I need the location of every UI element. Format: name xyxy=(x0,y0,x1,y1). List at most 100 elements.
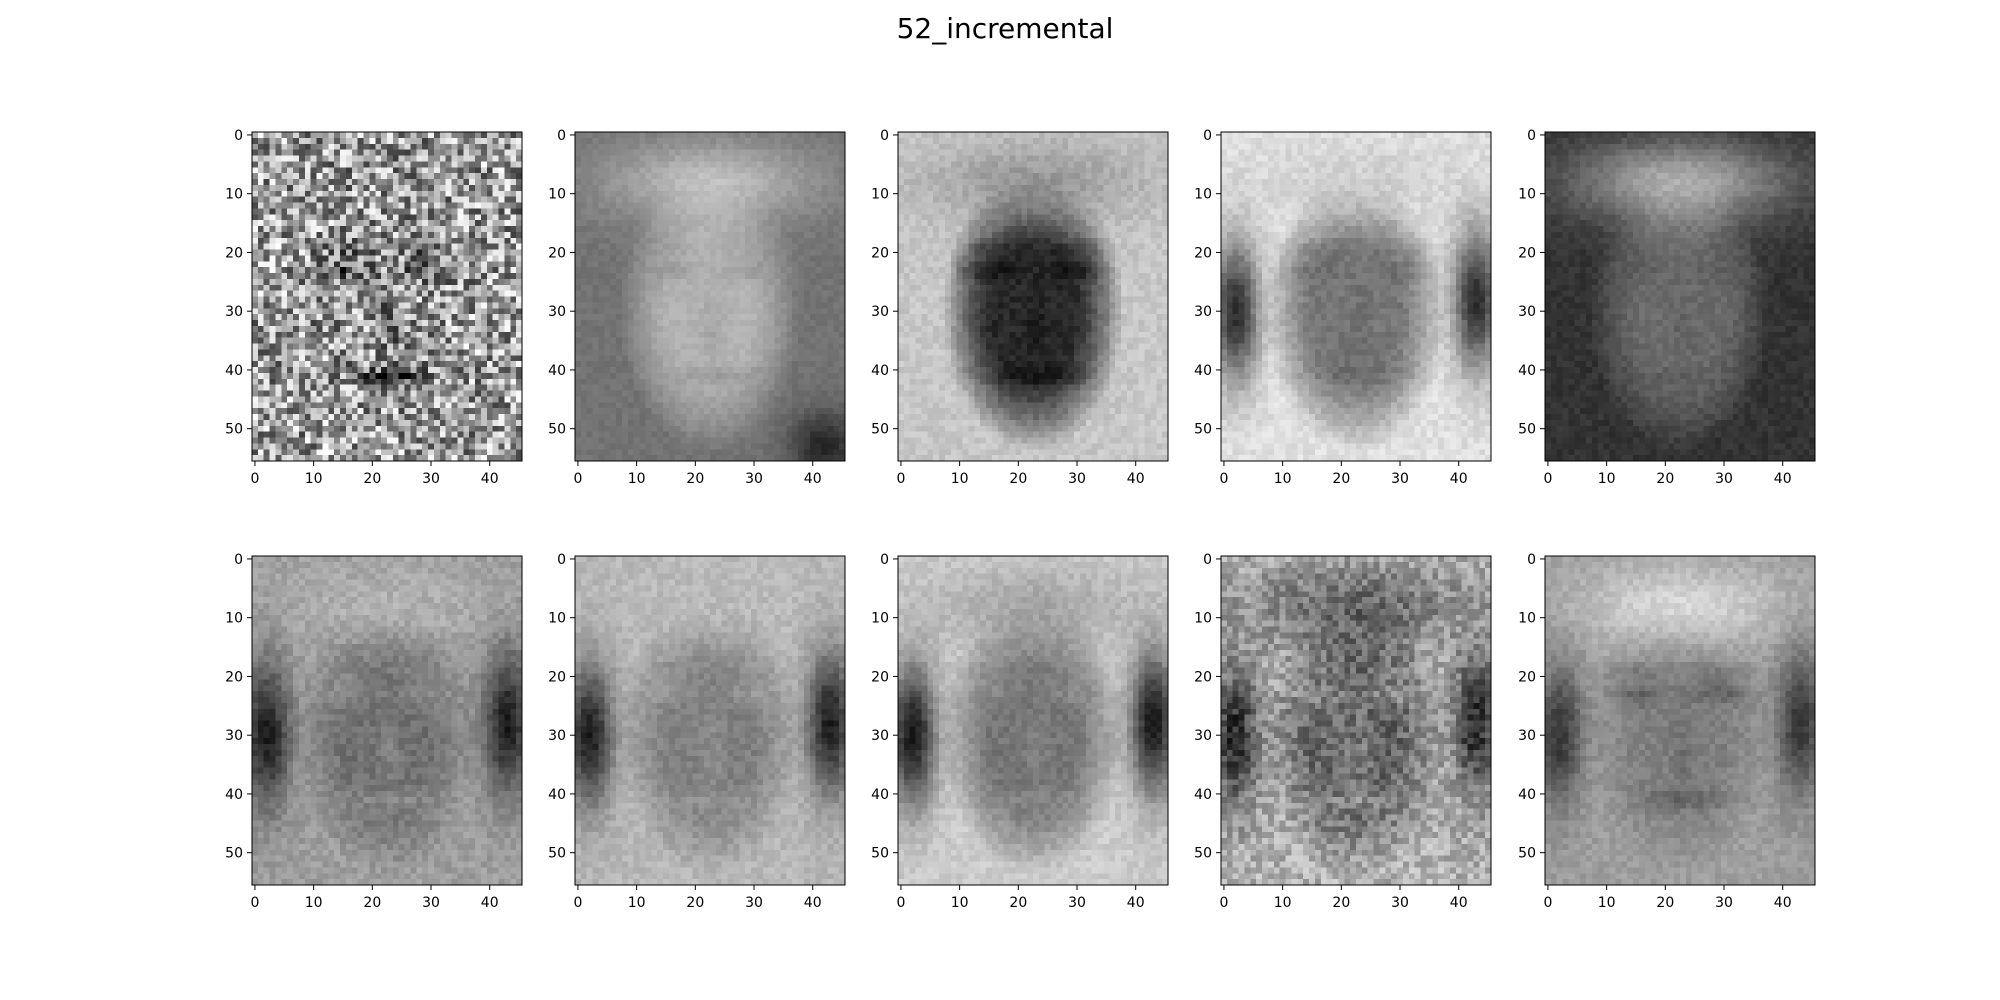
x-tick-label: 0 xyxy=(1543,471,1552,487)
x-tick-label: 30 xyxy=(1068,471,1086,487)
y-tick-label: 10 xyxy=(548,611,566,627)
y-tick-label: 0 xyxy=(234,552,243,568)
x-tick-label: 0 xyxy=(250,471,259,487)
x-tick-label: 40 xyxy=(1774,471,1792,487)
y-tick-label: 30 xyxy=(225,304,243,320)
y-tick-label: 50 xyxy=(871,422,889,438)
y-tick-label: 0 xyxy=(557,128,566,144)
y-tick-label: 50 xyxy=(225,422,243,438)
x-tick-label: 20 xyxy=(1009,471,1027,487)
x-tick-label: 10 xyxy=(1598,895,1616,911)
y-tick-label: 30 xyxy=(1194,728,1212,744)
x-tick-label: 10 xyxy=(305,895,323,911)
y-tick-label: 20 xyxy=(1518,669,1536,685)
y-tick-label: 20 xyxy=(1194,669,1212,685)
x-tick-label: 40 xyxy=(1450,895,1468,911)
y-tick-label: 50 xyxy=(1518,846,1536,862)
y-tick-label: 10 xyxy=(871,611,889,627)
y-tick-label: 20 xyxy=(225,669,243,685)
x-tick-label: 30 xyxy=(422,895,440,911)
y-tick-label: 20 xyxy=(548,669,566,685)
y-tick-label: 10 xyxy=(225,187,243,203)
x-tick-label: 0 xyxy=(896,471,905,487)
x-tick-label: 0 xyxy=(573,895,582,911)
y-tick-label: 20 xyxy=(548,245,566,261)
x-tick-label: 0 xyxy=(1219,895,1228,911)
y-tick-label: 50 xyxy=(1194,422,1212,438)
x-tick-label: 20 xyxy=(1656,471,1674,487)
x-tick-label: 10 xyxy=(628,471,646,487)
y-tick-label: 30 xyxy=(871,304,889,320)
y-tick-label: 30 xyxy=(1194,304,1212,320)
x-tick-label: 10 xyxy=(1274,895,1292,911)
x-tick-label: 20 xyxy=(1332,471,1350,487)
x-tick-label: 40 xyxy=(481,895,499,911)
y-tick-label: 40 xyxy=(225,787,243,803)
y-tick-label: 10 xyxy=(1194,611,1212,627)
x-tick-label: 10 xyxy=(305,471,323,487)
x-tick-label: 40 xyxy=(1127,471,1145,487)
y-tick-label: 0 xyxy=(1527,128,1536,144)
x-tick-label: 0 xyxy=(250,895,259,911)
y-tick-label: 30 xyxy=(548,304,566,320)
x-tick-label: 40 xyxy=(804,471,822,487)
y-tick-label: 40 xyxy=(871,787,889,803)
panel-4-image xyxy=(1545,132,1815,461)
y-tick-label: 10 xyxy=(1194,187,1212,203)
x-tick-label: 20 xyxy=(363,895,381,911)
x-tick-label: 40 xyxy=(804,895,822,911)
x-tick-label: 20 xyxy=(1656,895,1674,911)
panel-7-image xyxy=(898,556,1168,885)
y-tick-label: 10 xyxy=(225,611,243,627)
y-tick-label: 30 xyxy=(225,728,243,744)
y-tick-label: 50 xyxy=(225,846,243,862)
y-tick-label: 50 xyxy=(1194,846,1212,862)
y-tick-label: 0 xyxy=(880,128,889,144)
y-tick-label: 0 xyxy=(557,552,566,568)
y-tick-label: 50 xyxy=(548,846,566,862)
y-tick-label: 40 xyxy=(1518,363,1536,379)
x-tick-label: 0 xyxy=(1543,895,1552,911)
y-tick-label: 0 xyxy=(1527,552,1536,568)
y-tick-label: 0 xyxy=(234,128,243,144)
y-tick-label: 20 xyxy=(871,245,889,261)
x-tick-label: 10 xyxy=(628,895,646,911)
x-tick-label: 40 xyxy=(1450,471,1468,487)
x-tick-label: 30 xyxy=(745,895,763,911)
x-tick-label: 30 xyxy=(1068,895,1086,911)
y-tick-label: 40 xyxy=(1194,363,1212,379)
x-tick-label: 0 xyxy=(573,471,582,487)
x-tick-label: 20 xyxy=(1009,895,1027,911)
x-tick-label: 20 xyxy=(686,895,704,911)
panel-3-image xyxy=(1221,132,1491,461)
x-tick-label: 20 xyxy=(1332,895,1350,911)
x-tick-label: 0 xyxy=(896,895,905,911)
x-tick-label: 10 xyxy=(1598,471,1616,487)
y-tick-label: 0 xyxy=(1203,128,1212,144)
x-tick-label: 30 xyxy=(1715,471,1733,487)
panel-8-image xyxy=(1221,556,1491,885)
y-tick-label: 10 xyxy=(1518,187,1536,203)
y-tick-label: 50 xyxy=(1518,422,1536,438)
x-tick-label: 40 xyxy=(481,471,499,487)
x-tick-label: 30 xyxy=(1715,895,1733,911)
y-tick-label: 40 xyxy=(548,363,566,379)
y-tick-label: 30 xyxy=(548,728,566,744)
y-tick-label: 40 xyxy=(871,363,889,379)
y-tick-label: 20 xyxy=(871,669,889,685)
y-tick-label: 0 xyxy=(1203,552,1212,568)
panel-5-image xyxy=(252,556,522,885)
y-tick-label: 20 xyxy=(1194,245,1212,261)
panel-5: 0 10 20 30 40 0 10 20 30 40 50 xyxy=(225,552,522,911)
y-tick-label: 10 xyxy=(871,187,889,203)
x-tick-label: 30 xyxy=(1391,471,1409,487)
y-tick-label: 20 xyxy=(225,245,243,261)
y-tick-label: 10 xyxy=(1518,611,1536,627)
